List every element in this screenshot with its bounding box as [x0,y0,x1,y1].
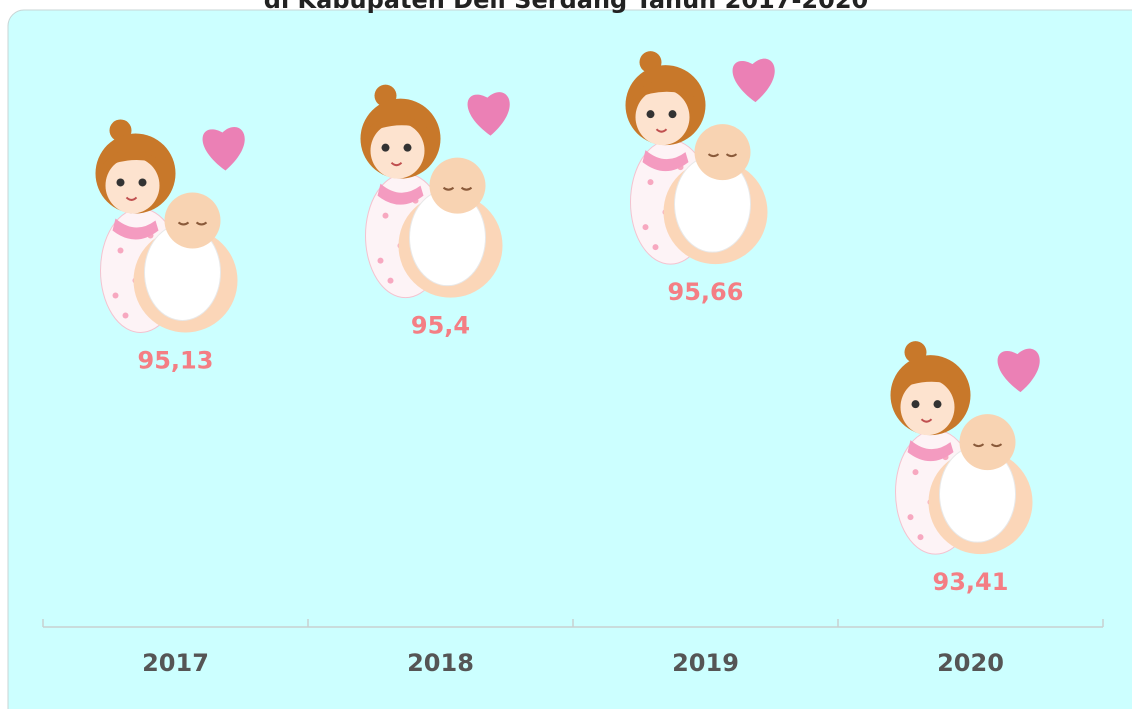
gown-dot [388,278,394,284]
face [371,123,425,179]
eye [139,178,147,186]
gown-dot [113,292,119,298]
value-label: 95,4 [411,312,470,340]
gown-dot [913,469,919,475]
face [106,157,160,213]
baby-head [960,414,1016,470]
baby-head [695,124,751,180]
eye [382,144,390,152]
gown-dot [918,534,924,540]
chart-title: di Kabupaten Deli Serdang Tahun 2017-202… [264,0,868,14]
gown-dot [908,514,914,520]
value-label: 95,66 [668,278,744,306]
x-tick-label: 2017 [142,649,209,677]
gown-dot [118,247,124,253]
gown-dot [378,258,384,264]
chart: di Kabupaten Deli Serdang Tahun 2017-202… [0,0,1132,709]
baby-head [430,158,486,214]
gown-dot [648,179,654,185]
face [901,379,955,435]
value-label: 95,13 [138,346,214,374]
gown-dot [123,312,129,318]
eye [404,144,412,152]
eye [934,400,942,408]
gown-dot [383,213,389,219]
eye [912,400,920,408]
gown-dot [653,244,659,250]
face [636,89,690,145]
eye [669,110,677,118]
gown-dot [643,224,649,230]
value-label: 93,41 [933,568,1009,596]
x-tick-label: 2019 [672,649,739,677]
x-tick-label: 2020 [937,649,1004,677]
eye [117,178,125,186]
baby-head [165,192,221,248]
x-tick-label: 2018 [407,649,474,677]
eye [647,110,655,118]
